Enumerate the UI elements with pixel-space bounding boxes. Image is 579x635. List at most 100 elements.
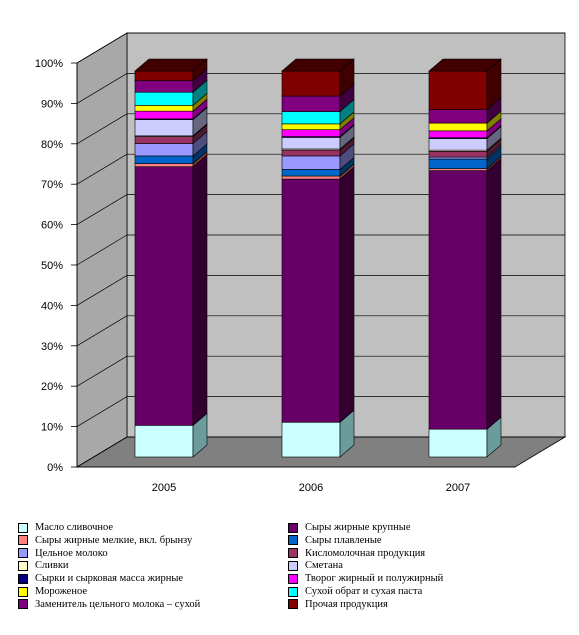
bar-segment-2005-12 bbox=[134, 91, 194, 106]
x-tick-label: 2007 bbox=[446, 482, 470, 494]
bar-segment-2006-11 bbox=[281, 123, 341, 130]
bar-segment-2005-14 bbox=[134, 70, 194, 81]
bar-segment-2005-8 bbox=[134, 119, 194, 137]
legend-label: Сыры плавленые bbox=[305, 534, 382, 546]
legend-label: Сыры жирные крупные bbox=[305, 522, 411, 533]
legend-item: Кисломолочная продукция bbox=[288, 548, 425, 559]
gridline-side bbox=[76, 194, 128, 225]
gridline-side bbox=[76, 113, 128, 145]
legend-label: Масло сливочное bbox=[35, 522, 114, 533]
legend-item: Прочая продукция bbox=[288, 599, 388, 610]
bar-segment-2006-4 bbox=[281, 169, 341, 177]
gridline-side bbox=[76, 234, 128, 266]
bar-segment-2006-5 bbox=[281, 155, 341, 170]
legend-swatch bbox=[288, 560, 298, 571]
bar-segment-2006-14 bbox=[281, 70, 341, 97]
legend-label: Сливки bbox=[35, 560, 69, 572]
y-tick-label: 100% bbox=[35, 58, 63, 70]
legend-swatch bbox=[288, 586, 298, 597]
bar-side-2007-2 bbox=[486, 157, 502, 430]
bar-segment-2007-13 bbox=[428, 109, 488, 124]
bar-segment-2007-8 bbox=[428, 138, 488, 151]
legend-label: Прочая продукция bbox=[305, 598, 388, 610]
bar-segment-2007-14 bbox=[428, 70, 488, 110]
y-tick-label: 50% bbox=[41, 260, 63, 272]
legend-swatch bbox=[18, 535, 28, 546]
legend-label: Сырки и сырковая масса жирные bbox=[35, 573, 184, 585]
bar-segment-2006-10 bbox=[281, 129, 341, 137]
gridline-side bbox=[76, 73, 128, 104]
bar-segment-2007-2 bbox=[428, 170, 488, 430]
legend-item: Сырки и сырковая масса жирные bbox=[18, 573, 183, 584]
gridline-side bbox=[76, 315, 128, 347]
bar-segment-2007-4 bbox=[428, 158, 488, 169]
x-tick-label: 2006 bbox=[299, 482, 323, 494]
legend-item: Творог жирный и полужирный bbox=[288, 573, 443, 584]
gridline-side bbox=[76, 436, 128, 468]
legend-item: Масло сливочное bbox=[18, 522, 113, 533]
bar-segment-2005-10 bbox=[134, 110, 194, 120]
legend-swatch bbox=[18, 560, 28, 571]
bar-segment-2006-6 bbox=[281, 149, 341, 157]
legend-label: Цельное молоко bbox=[35, 547, 108, 559]
bar-segment-2006-8 bbox=[281, 137, 341, 150]
y-tick-label: 70% bbox=[41, 179, 63, 191]
bar-segment-2005-13 bbox=[134, 80, 194, 93]
bar-segment-2006-3 bbox=[281, 175, 341, 180]
gridline-side bbox=[76, 275, 128, 306]
legend-swatch bbox=[18, 599, 28, 610]
bar-segment-2007-11 bbox=[428, 122, 488, 132]
legend-swatch bbox=[18, 522, 28, 533]
legend-item: Сыры плавленые bbox=[288, 535, 382, 546]
y-tick-label: 30% bbox=[41, 341, 63, 353]
bar-segment-2005-6 bbox=[134, 136, 194, 144]
gridline-side bbox=[76, 153, 128, 185]
bar-side-2005-2 bbox=[192, 154, 208, 427]
bar-segment-2005-4 bbox=[134, 155, 194, 164]
legend-swatch bbox=[18, 548, 28, 559]
legend-item: Цельное молоко bbox=[18, 548, 108, 559]
legend-swatch bbox=[288, 573, 298, 584]
bar-top-2006 bbox=[281, 58, 355, 72]
legend-label: Мороженое bbox=[35, 586, 87, 597]
legend-swatch bbox=[288, 548, 298, 559]
bar-segment-2006-13 bbox=[281, 95, 341, 112]
legend-item: Заменитель цельного молока – сухой bbox=[18, 599, 200, 610]
legend-item: Сметана bbox=[288, 560, 343, 571]
legend-label: Сметана bbox=[305, 560, 343, 572]
legend-item: Мороженое bbox=[18, 586, 87, 597]
gridline-side bbox=[76, 32, 128, 64]
legend-item: Сухой обрат и сухая паста bbox=[288, 586, 422, 597]
legend-item: Сыры жирные мелкие, вкл. брынзу bbox=[18, 535, 192, 546]
bar-top-2007 bbox=[428, 58, 502, 72]
y-tick-label: 60% bbox=[41, 220, 63, 232]
bar-segment-2005-1 bbox=[134, 425, 194, 458]
y-tick-label: 10% bbox=[41, 422, 63, 434]
bar-segment-2007-6 bbox=[428, 150, 488, 158]
gridline-side bbox=[76, 396, 128, 427]
legend-item: Сыры жирные крупные bbox=[288, 522, 411, 533]
y-tick-label: 0% bbox=[47, 462, 63, 474]
x-tick-label: 2005 bbox=[152, 482, 176, 494]
y-tick-label: 80% bbox=[41, 139, 63, 151]
y-tick-label: 20% bbox=[41, 381, 63, 393]
gridline-side bbox=[76, 355, 128, 387]
bar-segment-2006-1 bbox=[281, 421, 341, 458]
bar-segment-2007-10 bbox=[428, 130, 488, 139]
legend-swatch bbox=[288, 599, 298, 610]
legend-swatch bbox=[288, 535, 298, 546]
y-tick-label: 40% bbox=[41, 300, 63, 312]
bar-segment-2005-2 bbox=[134, 166, 194, 426]
bar-segment-2007-1 bbox=[428, 428, 488, 458]
legend-item: Сливки bbox=[18, 560, 69, 571]
bar-top-2005 bbox=[134, 58, 208, 72]
legend-label: Сухой обрат и сухая паста bbox=[305, 586, 423, 597]
bar-segment-2005-3 bbox=[134, 163, 194, 168]
y-tick-label: 90% bbox=[41, 98, 63, 110]
legend-swatch bbox=[18, 586, 28, 597]
legend-label: Сыры жирные мелкие, вкл. брынзу bbox=[35, 534, 193, 546]
legend-swatch bbox=[288, 522, 298, 533]
legend-swatch bbox=[18, 573, 28, 584]
bar-segment-2006-12 bbox=[281, 111, 341, 125]
